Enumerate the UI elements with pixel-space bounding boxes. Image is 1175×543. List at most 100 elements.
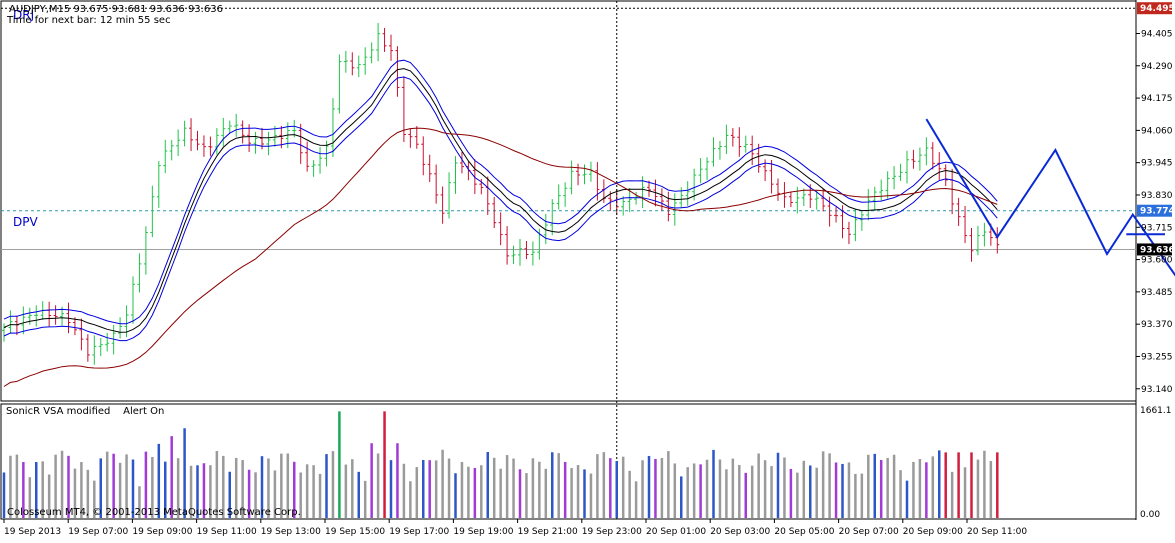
candle — [518, 238, 522, 266]
candle — [859, 210, 864, 231]
candle — [814, 190, 819, 210]
candle — [34, 305, 39, 327]
y-tick-label: 93.255 — [1141, 352, 1173, 362]
candle — [582, 164, 587, 185]
candle — [240, 120, 245, 144]
candle — [337, 54, 342, 114]
svg-text:93.774: 93.774 — [1140, 207, 1175, 217]
candle — [311, 160, 316, 177]
candle — [485, 176, 490, 216]
y-tick-label: 94.290 — [1141, 62, 1173, 72]
symbol-info: AUDJPY,M15 93.675 93.681 93.636 93.636 — [9, 4, 223, 15]
ma-line-slow — [3, 127, 998, 387]
candle — [498, 212, 503, 246]
dpv-label: DPV — [13, 215, 38, 229]
drj-label: DRJ — [13, 8, 34, 22]
candle — [705, 157, 710, 181]
candle — [530, 241, 535, 266]
volume-zero-label: 0.00 — [1140, 510, 1160, 520]
candle — [47, 301, 52, 327]
candle — [234, 113, 239, 137]
candle — [143, 226, 148, 275]
next-bar-timer: Time for next bar: 12 min 55 sec — [7, 15, 171, 26]
candle — [924, 137, 929, 166]
x-tick-label: 19 Sep 11:00 — [197, 527, 257, 537]
candle — [717, 140, 722, 160]
candle — [724, 124, 729, 155]
candle — [440, 186, 445, 224]
candle — [569, 160, 574, 195]
y-tick-label: 93.370 — [1141, 320, 1173, 330]
candle — [189, 118, 194, 152]
y-tick-label: 94.060 — [1141, 126, 1173, 136]
candle — [169, 140, 174, 161]
candle — [659, 188, 664, 211]
ma-line-lower — [3, 76, 998, 342]
candle — [272, 125, 277, 147]
candle — [208, 136, 213, 157]
candle — [492, 196, 497, 229]
x-tick-label: 19 Sep 13:00 — [261, 527, 321, 537]
candle — [872, 186, 877, 211]
candle — [163, 139, 168, 174]
candle — [905, 150, 909, 184]
svg-text:93.636: 93.636 — [1140, 245, 1175, 255]
candle — [627, 188, 632, 213]
candle — [227, 120, 232, 134]
candle — [930, 142, 935, 170]
copyright: Colosseum MT4, © 2001-2013 MetaQuotes So… — [7, 507, 301, 518]
x-tick-label: 19 Sep 17:00 — [389, 527, 449, 537]
price-panel-frame — [0, 0, 1137, 402]
candle — [621, 196, 626, 216]
candle — [343, 50, 348, 73]
zigzag-pattern[interactable] — [925, 118, 1175, 380]
candle — [427, 154, 432, 182]
candle — [853, 208, 858, 242]
x-tick-label: 19 Sep 19:00 — [453, 527, 513, 537]
candle — [608, 191, 613, 211]
candle — [150, 185, 155, 238]
candle — [221, 117, 226, 147]
candle — [195, 130, 200, 151]
candle — [505, 226, 510, 265]
candle — [330, 98, 335, 157]
candle — [685, 181, 690, 206]
candle — [956, 197, 961, 226]
volume-indicator-name: SonicR VSA modified Alert On — [6, 406, 164, 417]
x-tick-label: 19 Sep 2013 — [4, 527, 61, 537]
candle — [730, 128, 735, 147]
candle — [105, 332, 110, 352]
candle — [756, 143, 761, 173]
candle — [21, 306, 26, 335]
candle — [737, 127, 742, 157]
candle — [395, 46, 400, 97]
x-tick-label: 20 Sep 07:00 — [839, 527, 899, 537]
candle — [253, 131, 258, 154]
y-tick-label: 93.600 — [1141, 256, 1173, 266]
candle — [911, 149, 916, 169]
candle — [511, 245, 516, 265]
candle — [247, 124, 252, 152]
x-tick-label: 19 Sep 09:00 — [132, 527, 192, 537]
candle — [969, 227, 974, 262]
y-tick-label: 94.405 — [1141, 29, 1173, 39]
x-tick-label: 20 Sep 03:00 — [710, 527, 770, 537]
candle — [472, 159, 477, 194]
candle — [137, 253, 142, 293]
candle — [318, 146, 323, 174]
candle — [917, 147, 922, 171]
x-tick-label: 19 Sep 07:00 — [68, 527, 128, 537]
candle — [950, 168, 955, 215]
candle — [846, 221, 851, 245]
x-tick-label: 20 Sep 11:00 — [967, 527, 1027, 537]
candle — [266, 131, 271, 156]
candle — [769, 159, 774, 194]
candle — [866, 189, 871, 221]
candle — [692, 168, 697, 201]
indicator-label: SonicR VSA modified — [6, 406, 111, 417]
candle — [27, 307, 32, 325]
candle — [214, 128, 219, 155]
x-tick-label: 20 Sep 05:00 — [774, 527, 834, 537]
